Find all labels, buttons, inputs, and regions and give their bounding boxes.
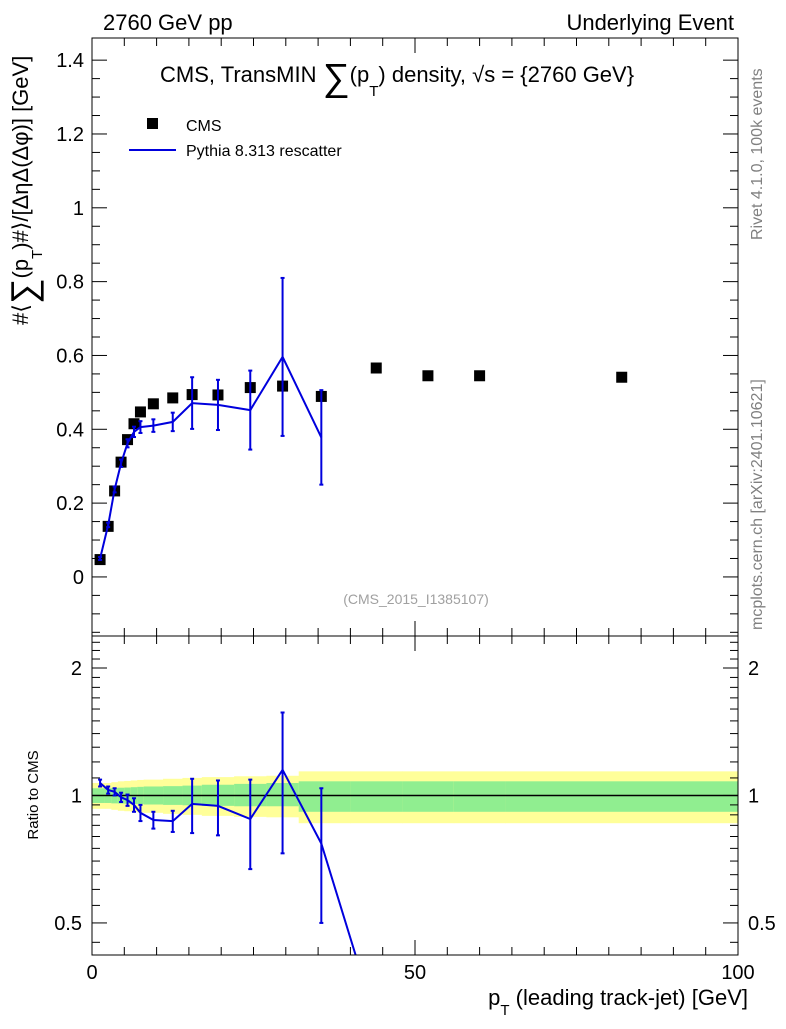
x-axis-label-sub: T (500, 1002, 509, 1019)
stat-uncertainty-band (350, 781, 403, 812)
x-axis-label-p: p (488, 985, 500, 1010)
main-ylabel: #⟨∑(pT)#⟩/[ΔηΔ(Δφ)] [GeV] (3, 56, 46, 325)
main-ytick-label: 1.4 (56, 50, 84, 72)
ratio-ytick-label-right: 1 (748, 785, 759, 807)
stat-uncertainty-band (402, 781, 455, 812)
main-ytick-label: 0.8 (56, 272, 84, 294)
cms-data-point (370, 362, 382, 374)
stat-uncertainty-band (453, 781, 506, 812)
legend-cms-marker (147, 118, 158, 129)
main-ylabel-p: (p (8, 259, 33, 279)
main-panel: 0 0.2 0.4 0.6 0.8 1 1.2 1.4 (56, 37, 739, 637)
ratio-ytick-label-right: 0.5 (748, 913, 776, 935)
x-axis-label: pT (leading track-jet) [GeV] (488, 985, 748, 1019)
stat-uncertainty-band (298, 781, 351, 812)
main-ylabel-sigma: ∑ (3, 279, 44, 305)
main-title-sigma: ∑ (323, 57, 350, 99)
legend-cms-label: CMS (186, 118, 222, 135)
main-title-prefix: CMS, TransMIN (160, 62, 323, 87)
main-ytick-label: 0 (73, 567, 84, 589)
main-title-p: (p (350, 62, 370, 87)
main-ylabel-prefix: #⟨ (8, 304, 33, 325)
x-axis-label-suffix: (leading track-jet) [GeV] (510, 985, 748, 1010)
ratio-clipped (92, 711, 738, 955)
cms-data-point (147, 398, 159, 410)
ratio-ytick-label: 2 (71, 658, 82, 680)
main-ylabel-suffix: )#⟩/[ΔηΔ(Δφ)] [GeV] (8, 56, 33, 250)
ratio-ytick-label: 1 (71, 785, 82, 807)
main-title-close: ) (378, 62, 385, 87)
main-title-suffix: density, √s = {2760 GeV} (386, 62, 634, 87)
ratio-ytick-label-right: 2 (748, 658, 759, 680)
legend-pythia-label: Pythia 8.313 rescatter (186, 143, 342, 160)
cms-data-point (616, 371, 628, 383)
pythia-line (99, 354, 323, 559)
cms-data-point (474, 370, 486, 382)
legend: CMS Pythia 8.313 rescatter (129, 118, 342, 160)
stat-uncertainty-band (505, 781, 738, 812)
header-collision: 2760 GeV pp (103, 10, 233, 35)
main-ytick-label: 0.6 (56, 345, 84, 367)
main-title: CMS, TransMIN ∑(pT) density, √s = {2760 … (160, 57, 634, 100)
main-title-sub: T (369, 83, 378, 100)
x-tick-label: 50 (404, 962, 426, 984)
ratio-ytick-label: 0.5 (54, 913, 82, 935)
main-ytick-label: 0.4 (56, 419, 84, 441)
cms-data-point (128, 418, 140, 430)
ratio-ylabel: Ratio to CMS (25, 750, 42, 839)
mcplots-label: mcplots.cern.ch [arXiv:2401.10621] (749, 379, 766, 630)
cms-data-point (167, 392, 179, 404)
ratio-panel: 0.5 0.5 1 1 2 2 0 50 100 (54, 635, 776, 984)
x-tick-label: 100 (721, 962, 754, 984)
x-tick-label: 0 (86, 962, 97, 984)
rivet-label: Rivet 4.1.0, 100k events (749, 68, 766, 240)
cms-data-point (134, 406, 146, 418)
cms-data-point (422, 370, 434, 382)
main-ylabel-sub: T (29, 250, 46, 259)
analysis-watermark: (CMS_2015_I1385107) (343, 591, 489, 607)
main-ytick-label: 0.2 (56, 493, 84, 515)
main-ytick-label: 1 (73, 198, 84, 220)
header-analysis: Underlying Event (566, 10, 734, 35)
main-ytick-label: 1.2 (56, 124, 84, 146)
